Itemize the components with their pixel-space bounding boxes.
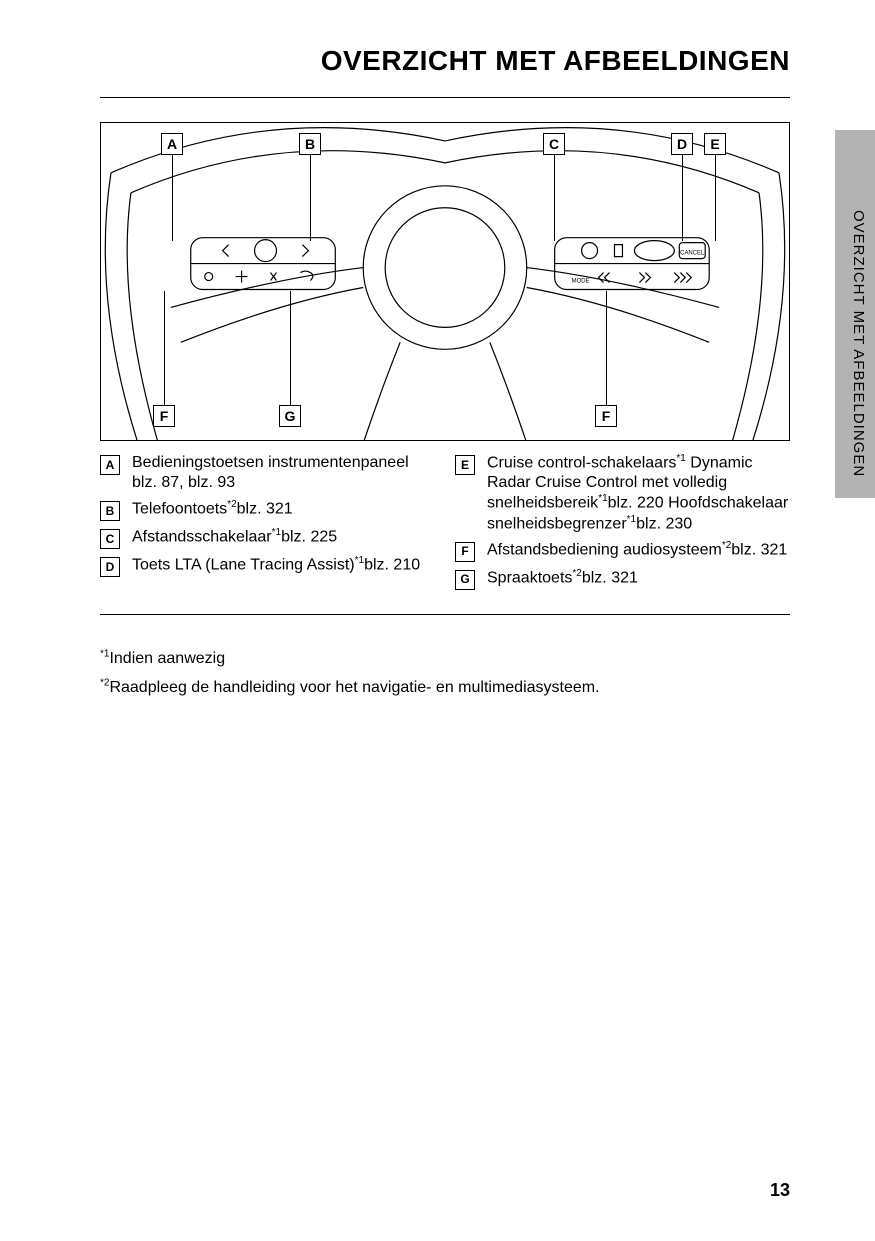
- legend-item-D: D Toets LTA (Lane Tracing Assist)*1blz. 2…: [100, 555, 435, 577]
- lead-line: [172, 155, 173, 241]
- legend-letter-box: F: [455, 542, 475, 562]
- legend-text: Afstandsschakelaar*1blz. 225: [130, 527, 337, 547]
- legend-letter-box: D: [100, 557, 120, 577]
- legend-item-F: F Afstandsbediening audiosysteem*2blz. 32…: [455, 540, 790, 562]
- lead-line: [554, 155, 555, 241]
- diagram-label-A: A: [161, 133, 183, 155]
- svg-text:CANCEL: CANCEL: [680, 251, 705, 257]
- legend-letter-box: C: [100, 529, 120, 549]
- diagram-label-C: C: [543, 133, 565, 155]
- legend-right-column: E Cruise control-schakelaars*1 Dynamic Ra…: [455, 453, 790, 596]
- legend-letter-box: E: [455, 455, 475, 475]
- legend-text: Telefoontoets*2blz. 321: [130, 499, 293, 519]
- legend-text: Afstandsbediening audiosysteem*2blz. 321: [485, 540, 787, 560]
- svg-text:MODE: MODE: [572, 279, 590, 285]
- divider-top: [100, 97, 790, 98]
- legend-left-column: A Bedieningstoetsen instrumentenpaneel bl…: [100, 453, 435, 596]
- diagram-label-F-bottom: F: [153, 405, 175, 427]
- lead-line: [164, 291, 165, 405]
- legend-item-G: G Spraaktoets*2blz. 321: [455, 568, 790, 590]
- legend-text: Bedieningstoetsen instrumentenpaneel blz…: [130, 453, 435, 493]
- diagram-label-F-bottom: F: [595, 405, 617, 427]
- legend-letter-box: A: [100, 455, 120, 475]
- legend-text: Toets LTA (Lane Tracing Assist)*1blz. 21…: [130, 555, 420, 575]
- legend-text: Spraaktoets*2blz. 321: [485, 568, 638, 588]
- legend-item-A: A Bedieningstoetsen instrumentenpaneel bl…: [100, 453, 435, 493]
- divider-bottom: [100, 614, 790, 615]
- side-tab-text: OVERZICHT MET AFBEELDINGEN: [850, 210, 867, 477]
- diagram-label-G-bottom: G: [279, 405, 301, 427]
- footnote: *1Indien aanwezig: [100, 645, 790, 674]
- lead-line: [606, 291, 607, 405]
- legend-text: Cruise control-schakelaars*1 Dynamic Rad…: [485, 453, 790, 534]
- lead-line: [682, 155, 683, 241]
- legend-item-B: B Telefoontoets*2blz. 321: [100, 499, 435, 521]
- diagram-label-B: B: [299, 133, 321, 155]
- legend-letter-box: G: [455, 570, 475, 590]
- diagram-label-D: D: [671, 133, 693, 155]
- page-title: OVERZICHT MET AFBEELDINGEN: [0, 0, 875, 77]
- page-number: 13: [770, 1180, 790, 1201]
- lead-line: [715, 155, 716, 241]
- footnotes: *1Indien aanwezig*2Raadpleeg de handleid…: [100, 645, 790, 703]
- lead-line: [310, 155, 311, 241]
- footnote: *2Raadpleeg de handleiding voor het navi…: [100, 674, 790, 703]
- legend-item-C: C Afstandsschakelaar*1blz. 225: [100, 527, 435, 549]
- legend-letter-box: B: [100, 501, 120, 521]
- legend: A Bedieningstoetsen instrumentenpaneel bl…: [100, 453, 790, 596]
- steering-wheel-diagram: CANCEL MODE A B C DE F G F: [100, 122, 790, 441]
- lead-line: [290, 291, 291, 405]
- legend-item-E: E Cruise control-schakelaars*1 Dynamic Ra…: [455, 453, 790, 534]
- steering-wheel-svg: CANCEL MODE: [101, 123, 789, 441]
- diagram-label-E: E: [704, 133, 726, 155]
